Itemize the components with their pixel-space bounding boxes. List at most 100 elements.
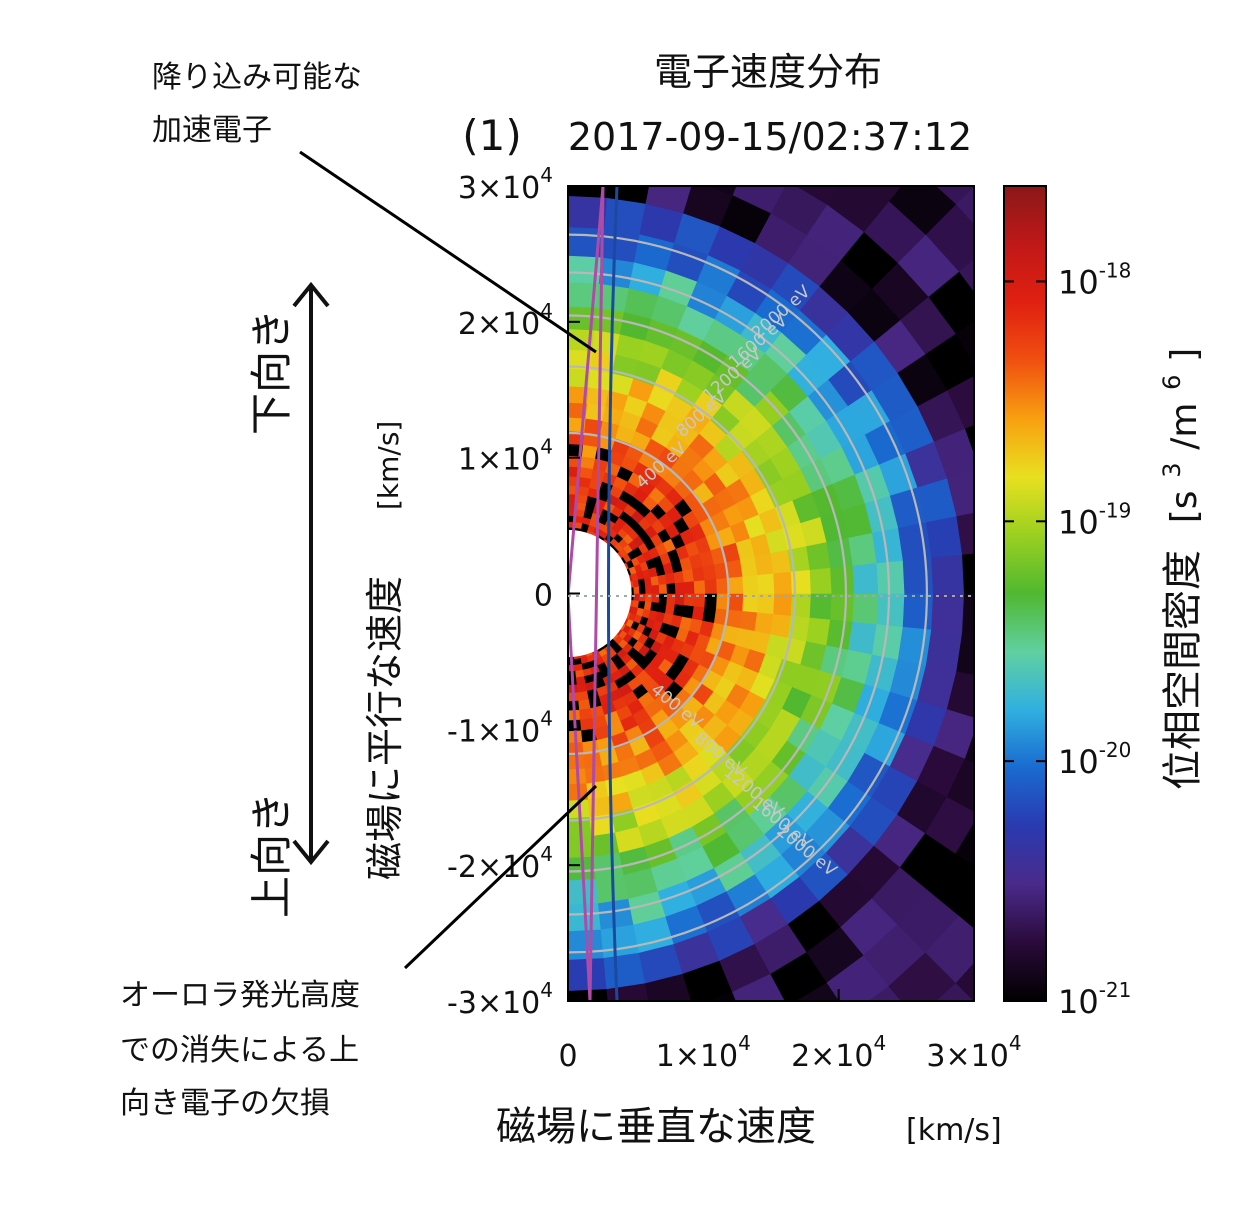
heatmap-cell: [693, 579, 706, 594]
heatmap-cell: [600, 228, 640, 263]
heatmap-cell: [568, 195, 608, 229]
heatmap-cell: [806, 541, 831, 570]
heatmap-cell: [955, 186, 974, 225]
heatmap-cell: [852, 593, 879, 625]
y-tick-label: -2×104: [447, 842, 553, 885]
colorbar-unit-prefix: [s: [1164, 490, 1205, 523]
heatmap-cell: [955, 320, 974, 365]
colorbar-tick-label: 10-20: [1058, 738, 1131, 781]
heatmap-cell: [955, 962, 974, 1001]
heatmap-cell: [931, 593, 965, 633]
heatmap-cell: [868, 186, 902, 202]
heatmap-cell: [644, 186, 692, 214]
heatmap-cell: [666, 582, 677, 594]
colorbar-title: 位相空間密度 [s 3 /m 6 ]: [1144, 348, 1206, 790]
heatmap-cell: [826, 537, 854, 568]
energy-contour: [568, 271, 891, 916]
annotation-bottom-line2: での消失による上: [120, 1033, 359, 1068]
heatmap-cell: [683, 580, 696, 594]
panel-label: (1): [462, 111, 522, 160]
heatmap-cell: [726, 558, 744, 578]
heatmap-cell: [868, 985, 902, 1001]
heatmap-cell: [830, 565, 855, 594]
heatmap-cell: [704, 578, 718, 594]
heatmap-cell: [925, 915, 974, 984]
heatmap-cell: [946, 670, 974, 718]
heatmap-cell: [1064, 643, 1114, 701]
heatmap-cell: [568, 989, 609, 1001]
heatmap-cell: [598, 898, 635, 931]
arrow-label-bottom: 上向き: [247, 792, 296, 918]
heatmap-cell: [897, 521, 932, 561]
heatmap-cell: [645, 584, 653, 594]
heatmap-cell: [682, 186, 733, 227]
heatmap-cell: [644, 973, 692, 1001]
heatmap-cell: [962, 553, 974, 594]
heatmap-cell: [606, 186, 650, 204]
y-tick-label: 0: [534, 579, 553, 614]
colorbar-tick-label: 10-19: [1058, 498, 1131, 541]
heatmap-cell: [888, 186, 957, 235]
heatmap-cell: [962, 593, 974, 634]
heatmap-cell: [925, 629, 963, 672]
heatmap-cell: [770, 186, 828, 236]
reference-lines: [568, 186, 619, 1001]
colorbar-unit-suffix: ]: [1164, 348, 1205, 362]
colorbar-unit-exp2: 6: [1158, 375, 1186, 390]
colorbar-label: 位相空間密度: [1160, 550, 1206, 790]
annotation-bottom-pointer: [403, 784, 598, 970]
reference-line-blue: [607, 186, 619, 1001]
heatmap-cell: [773, 571, 793, 594]
heatmap-cell: [935, 982, 974, 1001]
y-tick-label: -3×104: [447, 978, 553, 1021]
heatmap-cell: [651, 584, 660, 594]
heatmap-cell: [658, 583, 668, 594]
heatmap-cell: [638, 585, 647, 594]
heatmap-cell: [928, 853, 974, 917]
energy-contour: [568, 365, 796, 822]
heatmap-cell: [964, 733, 974, 763]
heatmap-cell: [955, 822, 974, 867]
heatmap-cell: [946, 758, 974, 812]
heatmap-cell: [902, 557, 934, 594]
heatmap-cell: [826, 186, 890, 233]
energy-contour: [568, 431, 730, 756]
colorbar-unit-exp1: 3: [1158, 462, 1186, 477]
heatmap-cell: [1075, 365, 1138, 434]
annotation-bottom-line1: オーロラ発光高度: [120, 978, 360, 1013]
chart-timestamp: 2017-09-15/02:37:12: [568, 115, 972, 159]
y-axis-title-unit: [km/s]: [372, 421, 405, 510]
heatmap-cell: [726, 609, 744, 629]
heatmap-cell: [600, 924, 640, 959]
heatmap-cell: [754, 552, 774, 576]
y-tick-label: 3×104: [458, 163, 553, 206]
heatmap-cell: [633, 586, 641, 594]
x-axis-title: 磁場に垂直な速度: [496, 1104, 816, 1150]
heatmap-cell: [568, 349, 593, 370]
heatmap-cell: [809, 593, 833, 620]
chart-title: 電子速度分布: [654, 50, 882, 94]
y-tick-label: 2×104: [458, 299, 553, 342]
heatmap-cell: [852, 562, 879, 594]
heatmap-cell: [956, 512, 974, 555]
colorbar-tick-label: 10-18: [1058, 258, 1131, 301]
heatmap-cell: [925, 515, 963, 558]
heatmap-cell: [633, 593, 641, 601]
heatmap-cell: [568, 255, 602, 284]
colorbar-title-text: 位相空間密度 [s 3 /m 6 ]: [1144, 348, 1206, 790]
heatmap-cell: [728, 575, 744, 594]
heatmap-cell: [732, 973, 786, 1001]
heatmap-cell: [638, 593, 647, 602]
heatmap-cell: [830, 593, 855, 622]
heatmap-cell: [1072, 594, 1117, 648]
heatmap-cell: [606, 983, 650, 1001]
heatmap-cell: [946, 469, 974, 517]
heatmap-cell: [1114, 594, 1163, 653]
heatmap-cell: [1072, 540, 1117, 594]
heatmap-cell: [848, 532, 878, 566]
x-tick-label: 0: [558, 1039, 577, 1074]
heatmap-cell: [925, 796, 974, 855]
x-tick-label: 3×104: [926, 1031, 1021, 1074]
y-tick-label: -1×104: [447, 706, 553, 749]
heatmap-cell: [693, 593, 706, 608]
